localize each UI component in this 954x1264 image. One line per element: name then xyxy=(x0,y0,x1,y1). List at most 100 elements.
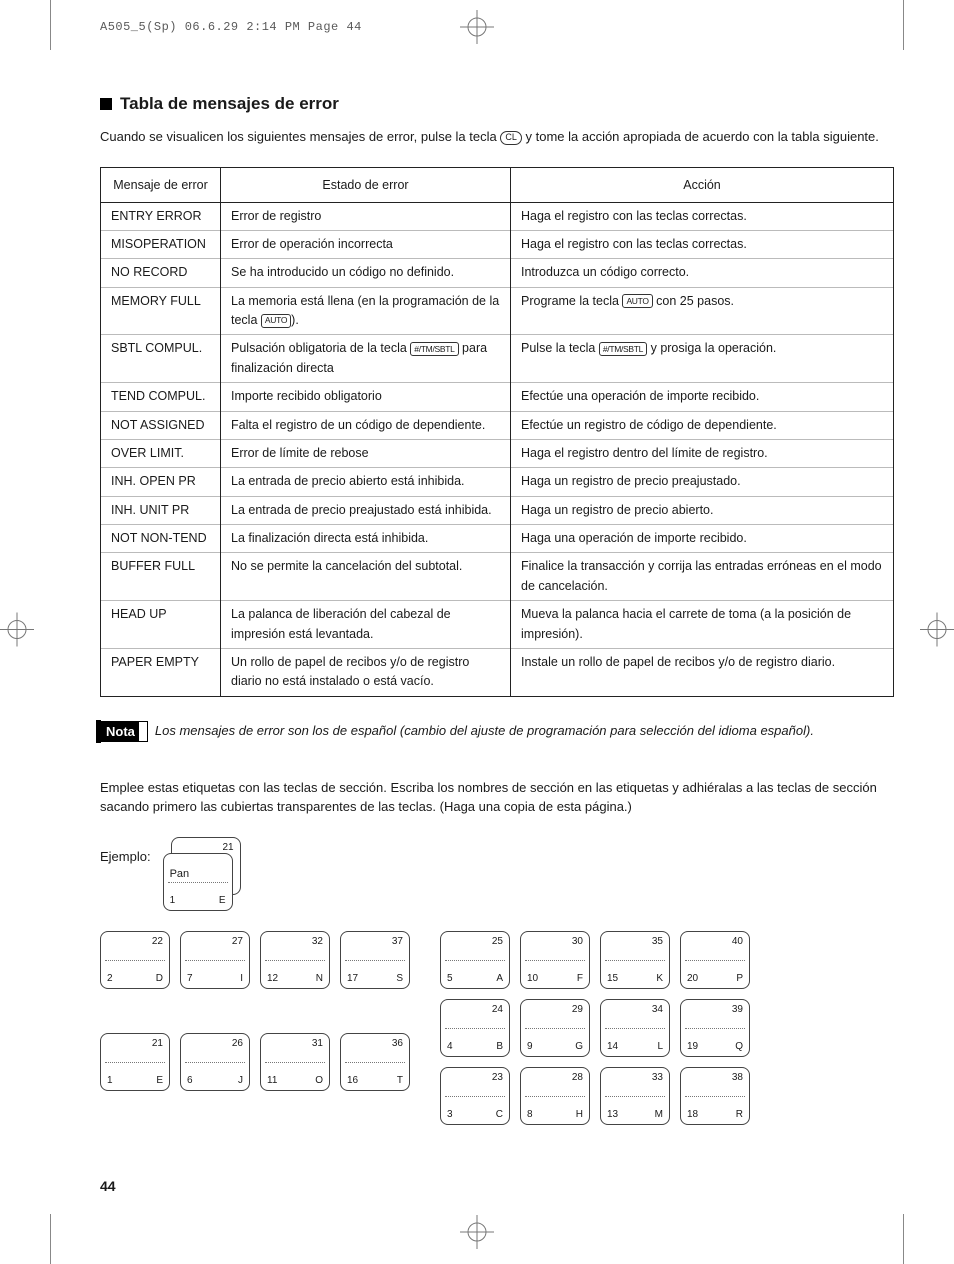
key-bot-right: Q xyxy=(735,1041,743,1052)
key-bot-left: 1 xyxy=(107,1075,113,1086)
note-badge: Nota xyxy=(100,721,141,742)
key-top-num: 33 xyxy=(652,1072,663,1083)
key-label: 3212N xyxy=(260,931,330,989)
cell-message: NOT ASSIGNED xyxy=(101,411,221,439)
divider-icon xyxy=(685,1096,745,1097)
example-front-name: Pan xyxy=(170,868,190,880)
key-top-num: 29 xyxy=(572,1004,583,1015)
key-bot-right: J xyxy=(238,1075,243,1086)
cell-action: Finalice la transacción y corrija las en… xyxy=(511,553,894,601)
cell-message: OVER LIMIT. xyxy=(101,439,221,467)
key-bot-right: D xyxy=(156,973,163,984)
cell-state: Falta el registro de un código de depend… xyxy=(221,411,511,439)
key-bot-right: K xyxy=(656,973,663,984)
example-key-front: Pan 1 E xyxy=(163,853,233,911)
cell-message: MEMORY FULL xyxy=(101,287,221,335)
key-bot-left: 14 xyxy=(607,1041,618,1052)
key-label: 38 18 R xyxy=(680,1067,750,1125)
table-row: NOT ASSIGNEDFalta el registro de un códi… xyxy=(101,411,894,439)
divider-icon xyxy=(105,960,165,961)
key-top-num: 35 xyxy=(652,936,663,947)
table-row: NOT NON-TENDLa finalización directa está… xyxy=(101,525,894,553)
cell-message: NOT NON-TEND xyxy=(101,525,221,553)
labels-grid-right: 255A3010F3515K4020P244B299G3414L3919Q233… xyxy=(440,931,750,1125)
key-label: 28 8 H xyxy=(520,1067,590,1125)
divider-icon xyxy=(265,960,325,961)
section-intro: Cuando se visualicen los siguientes mens… xyxy=(100,127,894,147)
key-bot-right: R xyxy=(736,1109,743,1120)
cell-state: La palanca de liberación del cabezal de … xyxy=(221,601,511,649)
key-top-num: 38 xyxy=(732,1072,743,1083)
key-bot-left: 16 xyxy=(347,1075,358,1086)
key-top-num: 39 xyxy=(732,1004,743,1015)
key-top-num: 36 xyxy=(392,1038,403,1049)
key-bot-left: 13 xyxy=(607,1109,618,1120)
table-row: MEMORY FULLLa memoria está llena (en la … xyxy=(101,287,894,335)
cell-action: Instale un rollo de papel de recibos y/o… xyxy=(511,648,894,696)
cell-state: Error de límite de rebose xyxy=(221,439,511,467)
key-top-num: 31 xyxy=(312,1038,323,1049)
example-row: Ejemplo: Leche 21 Pan 1 E xyxy=(100,845,894,911)
key-bot-left: 18 xyxy=(687,1109,698,1120)
key-label: 39 19 Q xyxy=(680,999,750,1057)
section-title-text: Tabla de mensajes de error xyxy=(120,94,339,114)
key-bot-left: 11 xyxy=(267,1075,277,1086)
key-bot-left: 20 xyxy=(687,973,698,984)
cell-action: Programe la tecla AUTO con 25 pasos. xyxy=(511,287,894,335)
key-bot-left: 6 xyxy=(187,1075,193,1086)
labels-area: 222D277I3212N3717S211E266J3111O3616T 255… xyxy=(100,931,894,1125)
cell-state: Un rollo de papel de recibos y/o de regi… xyxy=(221,648,511,696)
key-top-num: 28 xyxy=(572,1072,583,1083)
registration-mark-right xyxy=(920,613,954,652)
key-bot-right: H xyxy=(576,1109,583,1120)
key-bot-right: L xyxy=(657,1041,663,1052)
cell-state: Pulsación obligatoria de la tecla #/TM/S… xyxy=(221,335,511,383)
cell-action: Efectúe una operación de importe recibid… xyxy=(511,383,894,411)
divider-icon xyxy=(525,1096,585,1097)
example-keystack: Leche 21 Pan 1 E xyxy=(163,845,239,911)
key-label: 3010F xyxy=(520,931,590,989)
cell-state: Importe recibido obligatorio xyxy=(221,383,511,411)
cell-action: Introduzca un código correcto. xyxy=(511,259,894,287)
divider-icon xyxy=(445,1096,505,1097)
cell-message: BUFFER FULL xyxy=(101,553,221,601)
cell-action: Haga una operación de importe recibido. xyxy=(511,525,894,553)
divider-icon xyxy=(265,1062,325,1063)
divider-icon xyxy=(185,960,245,961)
key-bot-left: 19 xyxy=(687,1041,698,1052)
key-bot-left: 12 xyxy=(267,973,278,984)
key-bot-left: 8 xyxy=(527,1109,533,1120)
key-top-num: 24 xyxy=(492,1004,503,1015)
cell-message: MISOPERATION xyxy=(101,230,221,258)
key-label: 3616T xyxy=(340,1033,410,1091)
example-label: Ejemplo: xyxy=(100,845,151,864)
key-bot-left: 4 xyxy=(447,1041,453,1052)
divider-icon xyxy=(685,1028,745,1029)
cell-action: Haga un registro de precio abierto. xyxy=(511,496,894,524)
cell-message: SBTL COMPUL. xyxy=(101,335,221,383)
cell-action: Pulse la tecla #/TM/SBTL y prosiga la op… xyxy=(511,335,894,383)
divider-icon xyxy=(605,960,665,961)
key-bot-left: 10 xyxy=(527,973,538,984)
key-icon: #/TM/SBTL xyxy=(410,342,458,356)
key-top-num: 26 xyxy=(232,1038,243,1049)
intro-post: y tome la acción apropiada de acuerdo co… xyxy=(525,129,878,144)
table-row: TEND COMPUL.Importe recibido obligatorio… xyxy=(101,383,894,411)
example-front-bl: 1 xyxy=(170,895,176,906)
section-marker-icon xyxy=(100,98,112,110)
registration-mark-top xyxy=(460,10,494,49)
table-row: SBTL COMPUL.Pulsación obligatoria de la … xyxy=(101,335,894,383)
key-bot-left: 9 xyxy=(527,1041,533,1052)
key-bot-right: E xyxy=(156,1075,163,1086)
divider-icon xyxy=(445,960,505,961)
cell-state: La finalización directa está inhibida. xyxy=(221,525,511,553)
divider-icon xyxy=(525,1028,585,1029)
table-row: HEAD UPLa palanca de liberación del cabe… xyxy=(101,601,894,649)
cell-message: NO RECORD xyxy=(101,259,221,287)
divider-icon xyxy=(345,960,405,961)
key-label: 3414L xyxy=(600,999,670,1057)
example-front-br: E xyxy=(219,895,226,906)
cell-message: TEND COMPUL. xyxy=(101,383,221,411)
key-icon: AUTO xyxy=(622,294,652,308)
key-top-num: 21 xyxy=(152,1038,163,1049)
